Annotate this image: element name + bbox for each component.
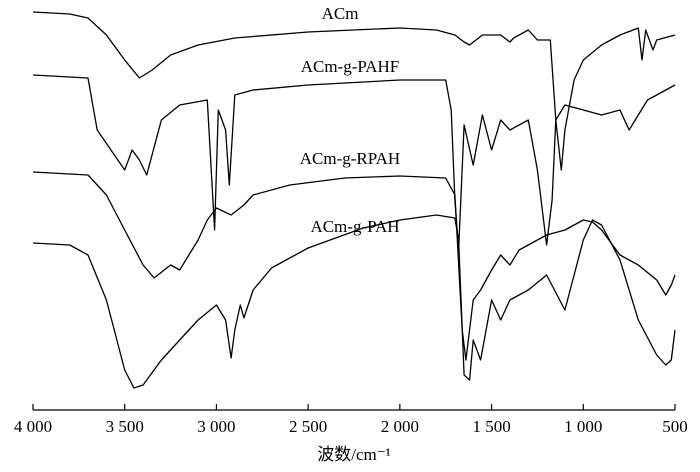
x-tick-label: 3 500	[106, 417, 144, 436]
x-tick-label: 2 000	[381, 417, 419, 436]
curve-label: ACm	[322, 4, 359, 23]
x-tick-label: 3 000	[197, 417, 235, 436]
x-axis-label: 波数/cm⁻¹	[317, 445, 391, 464]
x-tick-label: 1 000	[564, 417, 602, 436]
spectrum-line	[32, 11, 676, 171]
x-tick-label: 1 500	[472, 417, 510, 436]
x-tick-label: 4 000	[14, 417, 52, 436]
x-tick-label: 500	[662, 417, 688, 436]
spectrum-line	[32, 171, 676, 361]
curve-label: ACm-g-PAH	[310, 217, 399, 236]
curve-label: ACm-g-RPAH	[300, 149, 400, 168]
x-tick-label: 2 500	[289, 417, 327, 436]
curve-label: ACm-g-PAHF	[301, 57, 400, 76]
spectrum-line	[32, 214, 676, 389]
